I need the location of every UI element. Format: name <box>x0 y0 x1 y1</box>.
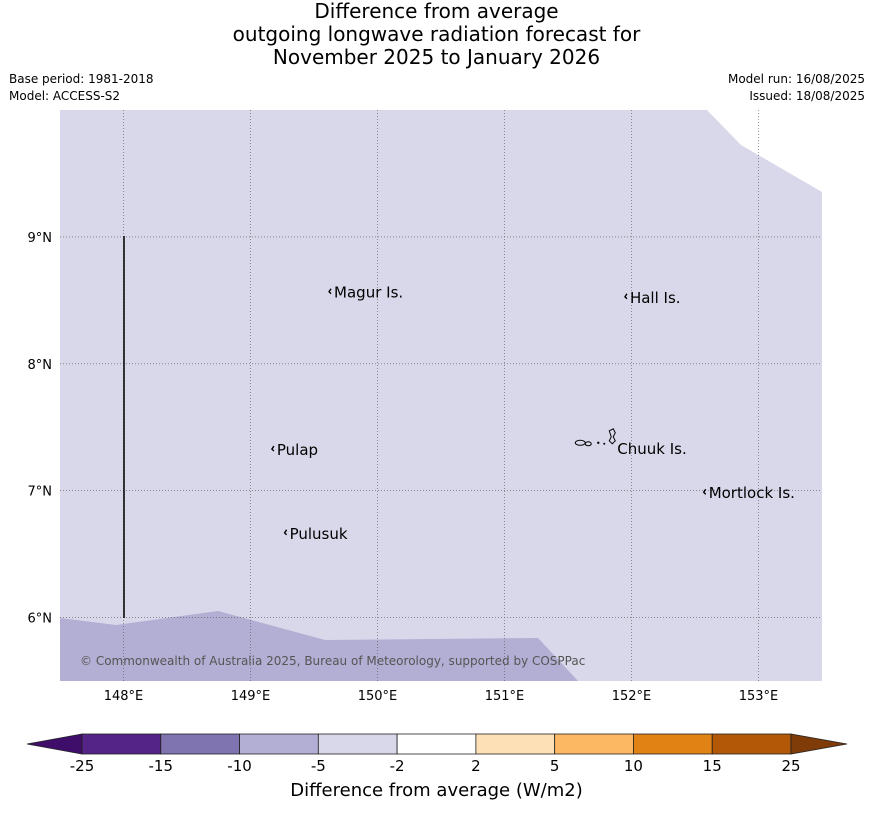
island-marker: Mortlock Is. <box>702 484 795 502</box>
island-marker: Pulap <box>270 441 318 459</box>
island-label: Pulap <box>277 441 318 459</box>
island-shape <box>283 529 288 536</box>
colorbar-segment <box>554 733 634 755</box>
colorbar-segment <box>711 733 792 755</box>
colorbar-tick-label: 25 <box>781 757 800 775</box>
colorbar-tick-label: 5 <box>550 757 560 775</box>
colorbar: -25 -15 -10 -5 -2 2 5 10 15 25 <box>26 733 848 775</box>
colorbar-segment <box>81 733 162 755</box>
lat-tick-label: 7°N <box>28 485 53 500</box>
island-marker: Pulusuk <box>283 525 348 543</box>
island-marker: Magur Is. <box>328 284 403 302</box>
colorbar-segment <box>239 733 319 755</box>
title-line-2: outgoing longwave radiation forecast for <box>232 22 641 46</box>
colorbar-tick-label: 15 <box>703 757 722 775</box>
lat-tick-label: 8°N <box>28 358 53 373</box>
meta-right: Model run: 16/08/2025 Issued: 18/08/2025 <box>728 71 865 105</box>
colorbar-extend-min <box>26 733 83 755</box>
atoll-outline <box>584 441 592 447</box>
island-shape <box>702 488 707 495</box>
lon-tick-label: 151°E <box>485 689 525 704</box>
island-shape <box>270 445 275 452</box>
lon-tick-label: 153°E <box>739 689 779 704</box>
anomaly-region-darker <box>60 611 578 681</box>
colorbar-tick-label: -10 <box>227 757 252 775</box>
lat-tick-label: 6°N <box>28 612 53 627</box>
island-label: Mortlock Is. <box>709 484 795 502</box>
island-shape <box>328 288 332 295</box>
colorbar-segment <box>475 733 556 755</box>
colorbar-segment <box>396 733 477 755</box>
colorbar-title: Difference from average (W/m2) <box>290 780 583 801</box>
island-label: Pulusuk <box>290 525 348 543</box>
lon-tick-label: 149°E <box>231 689 271 704</box>
atoll-islet <box>597 441 600 444</box>
lon-tick-label: 148°E <box>104 689 144 704</box>
colorbar-tick-label: 2 <box>471 757 481 775</box>
copyright-text: © Commonwealth of Australia 2025, Bureau… <box>80 654 585 668</box>
atoll-islet <box>603 442 606 445</box>
meta-left: Base period: 1981-2018 Model: ACCESS-S2 <box>9 71 154 105</box>
chart-title: Difference from average outgoing longwav… <box>0 0 873 69</box>
model-run-text: Model run: 16/08/2025 <box>727 72 865 86</box>
model-text: Model: ACCESS-S2 <box>9 89 121 103</box>
axis-labels: 148°E 149°E 150°E 151°E 152°E 153°E 9°N 8°N 7°N 6… <box>28 231 779 704</box>
issued-text: Issued: 18/08/2025 <box>749 89 865 103</box>
lon-tick-label: 152°E <box>612 689 652 704</box>
atoll-outline <box>608 428 616 445</box>
colorbar-tick-label: -5 <box>311 757 326 775</box>
island-marker: Chuuk Is. <box>574 428 687 458</box>
colorbar-tick-label: -2 <box>390 757 405 775</box>
colorbar-segment <box>160 733 240 755</box>
colorbar-tick-label: -15 <box>149 757 174 775</box>
island-layer: Magur Is. Hall Is. Pulap Chuuk Is. Mortlock … <box>270 284 795 543</box>
lon-tick-label: 150°E <box>358 689 398 704</box>
colorbar-extend-max <box>790 733 848 755</box>
base-period-text: Base period: 1981-2018 <box>9 72 154 86</box>
colorbar-tick-label: 10 <box>624 757 643 775</box>
island-label: Magur Is. <box>334 284 403 302</box>
colorbar-tick-label: -25 <box>70 757 95 775</box>
colorbar-segment <box>633 733 713 755</box>
anomaly-region-light <box>60 110 822 681</box>
island-shape <box>624 293 628 300</box>
island-label: Hall Is. <box>630 289 681 307</box>
lat-tick-label: 9°N <box>28 231 53 246</box>
title-line-3: November 2025 to January 2026 <box>272 45 601 69</box>
island-label: Chuuk Is. <box>617 440 686 458</box>
title-line-1: Difference from average <box>314 0 559 23</box>
island-marker: Hall Is. <box>624 289 681 307</box>
colorbar-segment <box>317 733 398 755</box>
map-panel[interactable]: Magur Is. Hall Is. Pulap Chuuk Is. Mortlock … <box>60 110 822 681</box>
